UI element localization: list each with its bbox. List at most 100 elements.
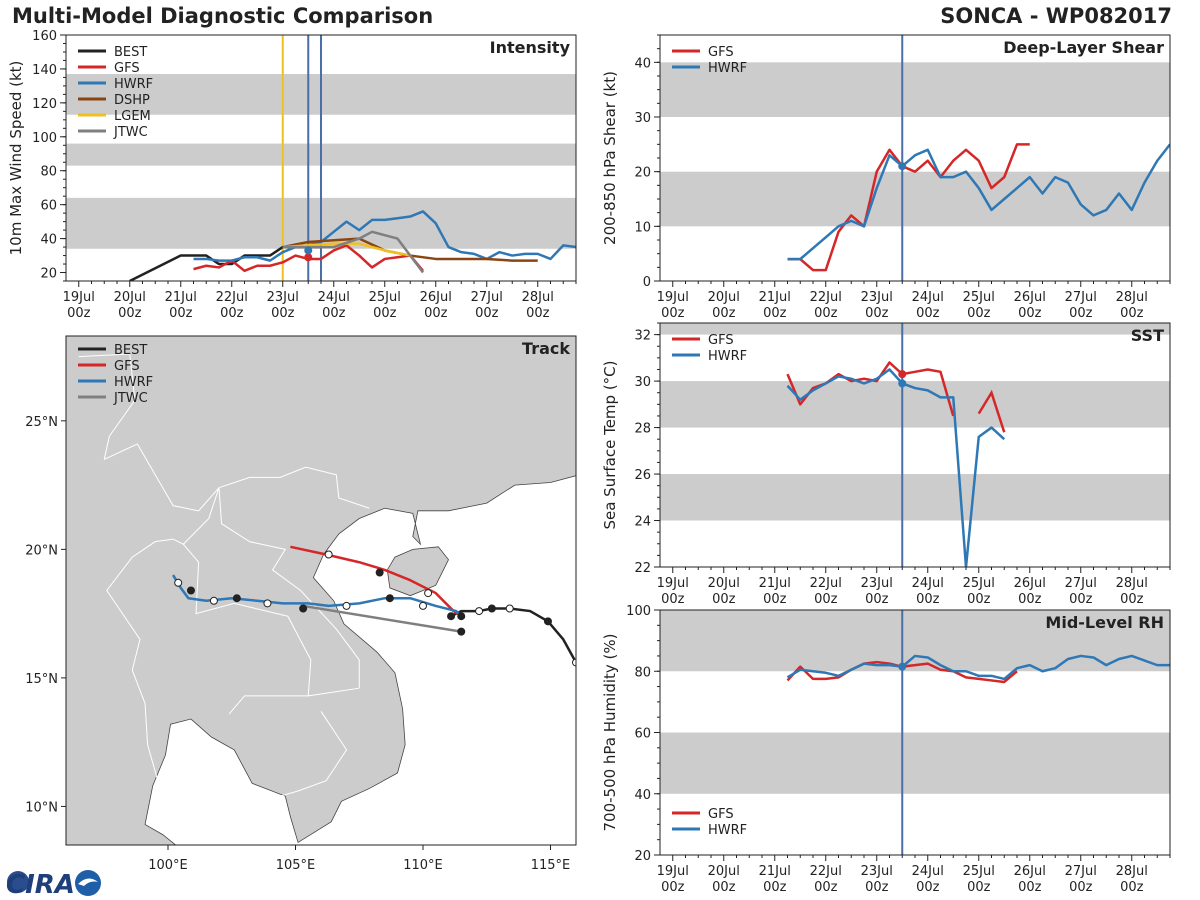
intensity-panel: 2040608010012014016019Jul00z20Jul00z21Ju… [7, 29, 577, 321]
intensity-ytick-label: 40 [40, 233, 57, 248]
rh-band [660, 610, 1170, 672]
rh-xtick-label-date: 22Jul [810, 864, 842, 879]
rh-marker-hwrf [898, 662, 907, 671]
track-ytick-label: 25°N [25, 415, 58, 430]
country-border [182, 543, 360, 697]
track-xtick-label: 115°E [531, 858, 571, 873]
rh-title: Mid-Level RH [1045, 613, 1164, 632]
country-border [104, 443, 220, 512]
sst-panel: 22242628303219Jul00z20Jul00z21Jul00z22Ju… [601, 322, 1171, 607]
track-ytick-label: 15°N [25, 672, 58, 687]
intensity-xtick-label-date: 25Jul [369, 290, 401, 305]
shear-xtick-label-date: 20Jul [708, 290, 740, 305]
shear-ylabel: 200-850 hPa Shear (kt) [601, 71, 619, 245]
rh-xtick-label-date: 27Jul [1065, 864, 1097, 879]
track-point-hwrf [232, 594, 241, 603]
rh-xtick-label-hour: 00z [712, 880, 736, 895]
intensity-ytick-label: 120 [32, 97, 57, 112]
intensity-legend-label: GFS [114, 61, 140, 76]
sst-line-hwrf [786, 368, 1006, 567]
track-line-jtwc [302, 604, 462, 633]
sst-ytick-label: 24 [634, 515, 651, 530]
country-border [218, 466, 370, 509]
track-point-hwrf [457, 612, 466, 621]
intensity-xtick-label-hour: 00z [322, 306, 346, 321]
shear-ytick-label: 30 [634, 111, 651, 126]
sst-xtick-label-hour: 00z [763, 592, 787, 607]
sst-band [660, 323, 1170, 335]
intensity-xtick-label-hour: 00z [271, 306, 295, 321]
sst-ylabel: Sea Surface Temp (°C) [601, 360, 619, 529]
rh-xtick-label-hour: 00z [865, 880, 889, 895]
country-border [280, 711, 348, 797]
intensity-marker-gfs [304, 253, 313, 262]
page-title: Multi-Model Diagnostic Comparison [12, 4, 434, 28]
intensity-xtick-label-date: 26Jul [420, 290, 452, 305]
shear-ytick-label: 10 [634, 220, 651, 235]
intensity-legend-label: HWRF [114, 77, 153, 92]
logo-globe-icon [7, 871, 29, 893]
track-ytick-label: 20°N [25, 543, 58, 558]
intensity-line-hwrf [193, 210, 576, 262]
shear-xtick-label-date: 25Jul [963, 290, 995, 305]
track-point-hwrf [419, 601, 427, 610]
sst-xtick-label-hour: 00z [814, 592, 838, 607]
track-line-hwrf [172, 574, 463, 618]
sst-xtick-label-date: 21Jul [759, 576, 791, 591]
intensity-ytick-label: 100 [32, 131, 57, 146]
sst-xtick-label-date: 19Jul [657, 576, 689, 591]
sst-band [660, 474, 1170, 521]
track-title: Track [522, 339, 570, 358]
rh-panel: 2040608010019Jul00z20Jul00z21Jul00z22Jul… [601, 604, 1171, 895]
track-xtick-label: 100°E [148, 858, 188, 873]
shear-xtick-label-date: 27Jul [1065, 290, 1097, 305]
track-point-best [572, 658, 576, 667]
sst-legend-label: HWRF [708, 349, 747, 364]
shear-line-hwrf [787, 143, 1170, 261]
track-frame [65, 335, 577, 846]
track-map-group [66, 336, 576, 845]
sst-ytick-label: 28 [634, 422, 651, 437]
country-border [228, 695, 245, 715]
sst-legend-label: GFS [708, 333, 734, 348]
intensity-xtick-label-hour: 00z [424, 306, 448, 321]
intensity-ytick-label: 20 [40, 267, 57, 282]
sst-marker-hwrf [898, 379, 907, 388]
track-ytick-label: 10°N [25, 800, 58, 815]
rh-ytick-label: 40 [634, 788, 651, 803]
rh-xtick-label-hour: 00z [763, 880, 787, 895]
rh-xtick-label-date: 21Jul [759, 864, 791, 879]
rh-xtick-label-date: 25Jul [963, 864, 995, 879]
track-point-best [487, 604, 496, 613]
track-point-best [543, 617, 552, 626]
shear-xtick-label-date: 23Jul [861, 290, 893, 305]
intensity-xtick-label-hour: 00z [526, 306, 550, 321]
track-point-gfs [375, 568, 384, 577]
intensity-xtick-label-date: 21Jul [165, 290, 197, 305]
rh-xtick-label-date: 28Jul [1116, 864, 1148, 879]
sst-xtick-label-hour: 00z [967, 592, 991, 607]
shear-ytick-label: 20 [634, 166, 651, 181]
intensity-legend-label: BEST [114, 45, 147, 60]
track-point-hwrf [186, 586, 195, 595]
shear-xtick-label-date: 26Jul [1014, 290, 1046, 305]
rh-line-hwrf [786, 654, 1170, 681]
intensity-line-jtwc [282, 230, 424, 274]
intensity-marker-hwrf [304, 246, 313, 255]
rh-legend-label: HWRF [708, 823, 747, 838]
shear-xtick-label-date: 21Jul [759, 290, 791, 305]
sst-series-group [786, 361, 1006, 567]
shear-series-group [787, 143, 1170, 272]
sst-xtick-label-date: 20Jul [708, 576, 740, 591]
shear-panel: 01020304019Jul00z20Jul00z21Jul00z22Jul00… [601, 34, 1171, 321]
sst-xtick-label-date: 24Jul [912, 576, 944, 591]
intensity-legend-label: LGEM [114, 109, 151, 124]
intensity-xtick-label-date: 24Jul [318, 290, 350, 305]
sst-xtick-label-hour: 00z [865, 592, 889, 607]
intensity-xtick-label-hour: 00z [67, 306, 91, 321]
shear-xtick-label-hour: 00z [1018, 306, 1042, 321]
track-xtick-label: 105°E [276, 858, 316, 873]
shear-legend-label: GFS [708, 45, 734, 60]
track-point-hwrf [342, 601, 351, 610]
